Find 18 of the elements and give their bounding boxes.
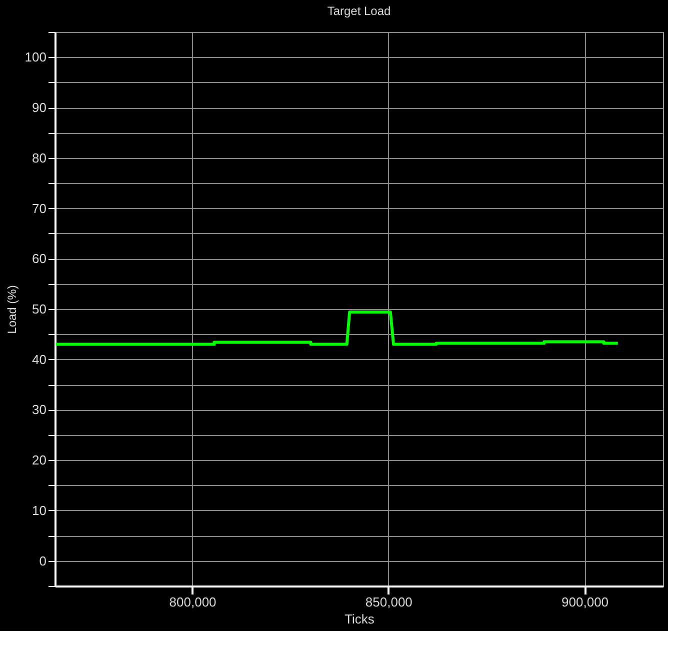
line-series: [54, 310, 620, 346]
x-tick-label: 800,000: [169, 594, 216, 610]
y-tick-label: 50: [32, 302, 46, 316]
y-tick-label: 80: [32, 150, 46, 166]
y-tick-label: 60: [32, 251, 46, 266]
x-axis-title: Ticks: [344, 612, 375, 626]
y-tick-label: 0: [39, 553, 46, 568]
y-axis-title: Load (%): [4, 285, 19, 334]
x-tick-label: 850,000: [365, 594, 412, 610]
y-tick-label: 90: [32, 100, 46, 116]
y-tick-label: 30: [32, 402, 46, 418]
y-tick-label: 10: [32, 502, 46, 518]
y-tick-label: 20: [32, 452, 46, 468]
y-tick-label: 40: [32, 352, 46, 367]
x-tick-label: 900,000: [562, 594, 609, 610]
y-tick-label: 70: [32, 200, 46, 216]
chart-title: Target Load: [327, 4, 391, 18]
y-tick-label: 100: [24, 50, 46, 65]
